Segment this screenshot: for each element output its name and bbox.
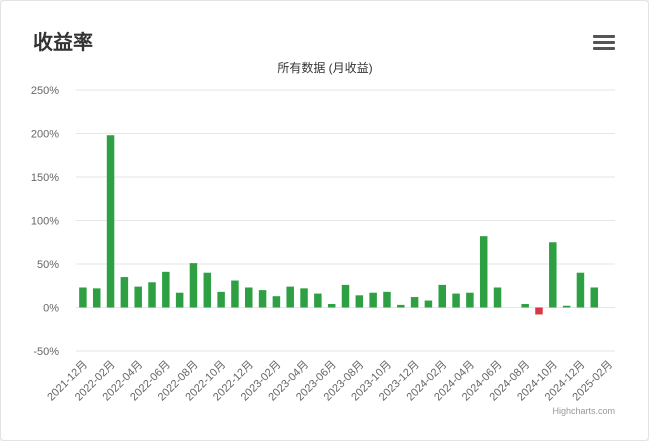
menu-line-bottom bbox=[593, 47, 615, 50]
bar-2023-09月[interactable] bbox=[369, 292, 377, 308]
bar-2022-07月[interactable] bbox=[175, 292, 184, 308]
bar-2024-08月[interactable] bbox=[521, 304, 529, 308]
bar-2023-03月[interactable] bbox=[286, 286, 294, 308]
bar-2024-04月[interactable] bbox=[466, 292, 474, 308]
bar-2022-12月[interactable] bbox=[245, 287, 253, 308]
y-tick-label: -50% bbox=[33, 346, 59, 358]
bar-2024-11月[interactable] bbox=[562, 305, 571, 308]
y-tick-label: 100% bbox=[31, 216, 59, 228]
chart-title: 所有数据 (月收益) bbox=[277, 60, 372, 75]
y-tick-label: 200% bbox=[31, 129, 59, 141]
card-title: 收益率 bbox=[33, 32, 93, 54]
bar-2023-02月[interactable] bbox=[272, 296, 281, 308]
bar-2024-03月[interactable] bbox=[452, 293, 460, 308]
bar-2024-09月[interactable] bbox=[535, 307, 543, 315]
bar-2023-01月[interactable] bbox=[258, 290, 267, 308]
bar-2023-11月[interactable] bbox=[397, 304, 405, 308]
bar-2024-12月[interactable] bbox=[576, 272, 585, 308]
bar-2023-05月[interactable] bbox=[314, 293, 322, 308]
menu-line-top bbox=[593, 35, 615, 38]
bar-2023-07月[interactable] bbox=[341, 284, 350, 308]
x-axis-labels: 2021-12月2022-02月2022-04月2022-06月2022-08月… bbox=[45, 359, 615, 404]
grid-lines bbox=[76, 89, 615, 352]
bar-2024-06月[interactable] bbox=[493, 287, 502, 308]
bar-2022-09月[interactable] bbox=[203, 272, 212, 308]
bar-2022-10月[interactable] bbox=[217, 291, 225, 308]
bar-2022-08月[interactable] bbox=[189, 263, 198, 308]
bar-2025-01月[interactable] bbox=[590, 287, 599, 308]
menu-line-middle bbox=[593, 41, 615, 44]
bar-2022-02月[interactable] bbox=[106, 135, 115, 308]
hamburger-menu-icon[interactable] bbox=[593, 35, 615, 53]
bar-2024-01月[interactable] bbox=[424, 300, 433, 308]
y-tick-label: 50% bbox=[37, 259, 59, 271]
bar-2021-12月[interactable] bbox=[79, 287, 87, 308]
bar-2023-06月[interactable] bbox=[327, 304, 336, 308]
bar-2023-08月[interactable] bbox=[355, 295, 364, 308]
bar-2024-10月[interactable] bbox=[549, 242, 557, 308]
y-tick-label: 150% bbox=[31, 172, 59, 184]
y-axis-labels: -50% 0% 50% 100% 150% 200% 250% bbox=[31, 85, 59, 358]
bar-2023-12月[interactable] bbox=[410, 297, 419, 308]
bar-2022-04月[interactable] bbox=[134, 286, 142, 308]
y-tick-label: 0% bbox=[43, 303, 59, 315]
bar-2023-10月[interactable] bbox=[383, 291, 391, 308]
y-tick-label: 250% bbox=[31, 85, 59, 97]
highcharts-credit[interactable]: Highcharts.com bbox=[552, 406, 615, 416]
bar-2022-06月[interactable] bbox=[162, 271, 170, 308]
bar-2024-02月[interactable] bbox=[438, 284, 446, 308]
bar-2022-11月[interactable] bbox=[231, 280, 239, 308]
bar-2022-03月[interactable] bbox=[120, 277, 129, 308]
bar-2022-01月[interactable] bbox=[92, 288, 101, 308]
bar-2022-05月[interactable] bbox=[148, 282, 156, 308]
bars bbox=[79, 135, 599, 315]
bar-2024-05月[interactable] bbox=[479, 236, 488, 308]
bar-2023-04月[interactable] bbox=[300, 288, 308, 308]
